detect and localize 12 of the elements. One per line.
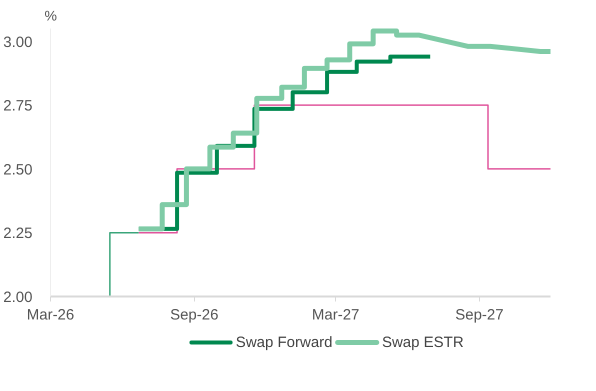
y-tick-label: 2.75 — [3, 98, 33, 115]
y-tick-label: 2.00 — [3, 289, 33, 306]
x-tick-label: Sep-27 — [455, 306, 504, 324]
x-tick-label: Mar-27 — [312, 306, 360, 324]
x-tick-label: Mar-26 — [26, 306, 74, 324]
legend-label: Swap ESTR — [382, 334, 464, 351]
y-tick-label: 2.50 — [3, 161, 33, 178]
y-tick-label: 3.00 — [3, 34, 33, 51]
legend-label: Swap Forward — [236, 334, 333, 351]
y-tick-label: 2.25 — [3, 225, 33, 242]
y-axis-title: % — [44, 8, 57, 24]
x-tick-label: Sep-26 — [170, 306, 218, 324]
